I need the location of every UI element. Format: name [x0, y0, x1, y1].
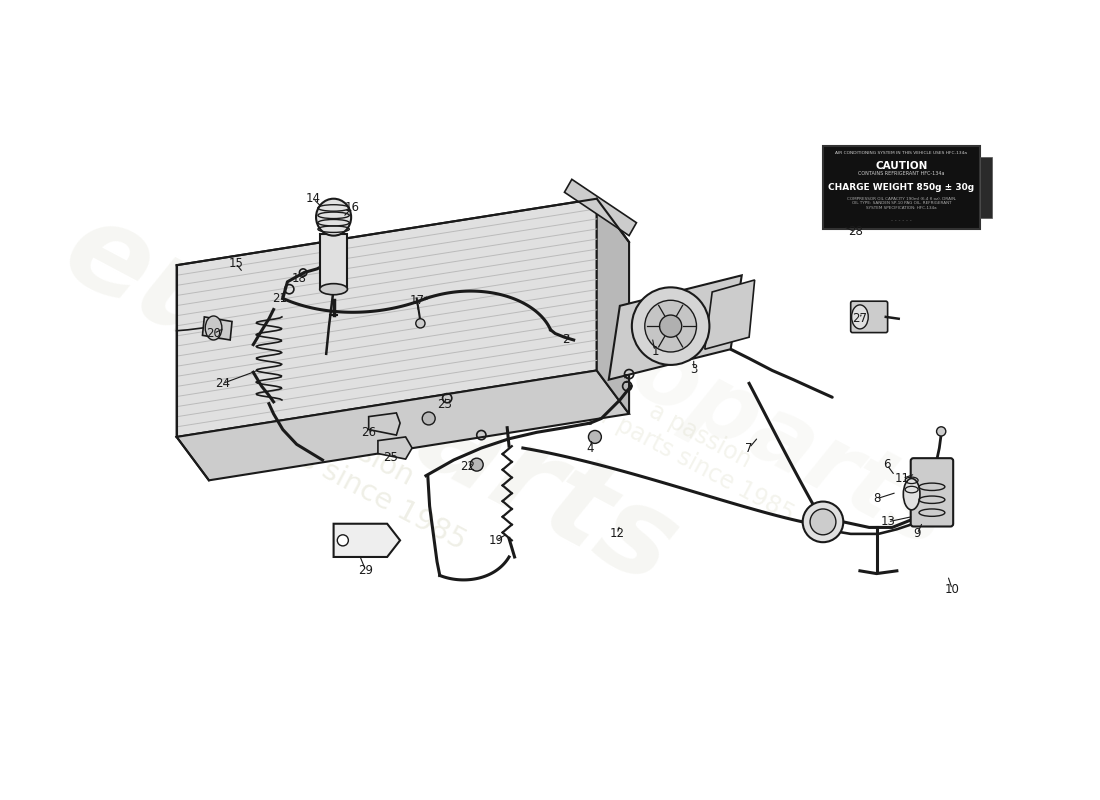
- Text: 21: 21: [273, 292, 287, 305]
- Text: 26: 26: [361, 426, 376, 439]
- Text: 16: 16: [344, 202, 360, 214]
- Ellipse shape: [320, 284, 348, 294]
- FancyBboxPatch shape: [850, 301, 888, 333]
- Text: europarts: europarts: [45, 190, 696, 610]
- Text: 18: 18: [292, 272, 307, 285]
- Text: 19: 19: [488, 534, 504, 547]
- FancyBboxPatch shape: [911, 458, 954, 526]
- Text: 13: 13: [880, 515, 895, 528]
- Text: - - - - - -: - - - - - -: [891, 218, 912, 222]
- Text: 8: 8: [873, 492, 880, 506]
- Ellipse shape: [851, 305, 868, 329]
- Text: 3: 3: [690, 363, 697, 376]
- Polygon shape: [597, 198, 629, 414]
- Text: 25: 25: [384, 450, 398, 464]
- Ellipse shape: [316, 198, 351, 236]
- Circle shape: [631, 287, 710, 365]
- Polygon shape: [608, 275, 741, 380]
- Polygon shape: [705, 280, 755, 350]
- Text: CAUTION: CAUTION: [876, 161, 927, 171]
- Text: 4: 4: [586, 442, 594, 454]
- Circle shape: [803, 502, 844, 542]
- Text: 22: 22: [460, 460, 475, 473]
- Circle shape: [338, 535, 349, 546]
- Circle shape: [936, 426, 946, 436]
- Text: CONTAINS REFRIGERANT HFC-134a: CONTAINS REFRIGERANT HFC-134a: [858, 171, 945, 176]
- Text: 24: 24: [216, 377, 230, 390]
- Text: 7: 7: [746, 442, 752, 454]
- Polygon shape: [177, 198, 597, 437]
- Text: 2: 2: [562, 334, 570, 346]
- Text: CHARGE WEIGHT 850g ± 30g: CHARGE WEIGHT 850g ± 30g: [828, 183, 975, 192]
- Text: COMPRESSOR OIL CAPACITY 190ml (6.4 fl oz). DRAIN,
OIL TYPE: SANDEN SP-10 PAG OIL: COMPRESSOR OIL CAPACITY 190ml (6.4 fl oz…: [847, 197, 956, 210]
- Text: 28: 28: [848, 226, 862, 238]
- Text: 1: 1: [651, 345, 659, 358]
- Polygon shape: [177, 370, 629, 480]
- Ellipse shape: [206, 316, 222, 340]
- Polygon shape: [202, 317, 232, 340]
- Text: 10: 10: [945, 582, 959, 596]
- Polygon shape: [564, 179, 637, 236]
- Text: 29: 29: [359, 564, 373, 578]
- Polygon shape: [333, 524, 400, 557]
- Circle shape: [422, 412, 436, 425]
- Text: a passion
for parts since 1985: a passion for parts since 1985: [199, 365, 486, 555]
- Bar: [823, 146, 980, 229]
- Text: 11: 11: [895, 472, 910, 485]
- Text: 9: 9: [913, 527, 921, 540]
- Text: 20: 20: [206, 327, 221, 340]
- Text: 17: 17: [409, 294, 425, 306]
- Text: 14: 14: [306, 192, 321, 206]
- Circle shape: [588, 430, 602, 443]
- Text: 15: 15: [229, 257, 243, 270]
- Text: a passion
for parts since 1985: a passion for parts since 1985: [576, 370, 811, 526]
- Circle shape: [660, 315, 682, 338]
- Text: 27: 27: [852, 312, 868, 326]
- Text: europarts: europarts: [460, 242, 965, 568]
- Circle shape: [645, 300, 696, 352]
- Text: 5: 5: [621, 373, 629, 386]
- Bar: [980, 157, 992, 218]
- Text: 23: 23: [437, 398, 452, 411]
- Polygon shape: [378, 437, 412, 459]
- Bar: [320, 234, 348, 289]
- Circle shape: [471, 458, 483, 471]
- Circle shape: [810, 509, 836, 535]
- Text: AIR CONDITIONING SYSTEM IN THIS VEHICLE USES HFC-134a: AIR CONDITIONING SYSTEM IN THIS VEHICLE …: [836, 150, 968, 154]
- Text: 12: 12: [609, 527, 625, 540]
- Circle shape: [416, 318, 425, 328]
- Text: 6: 6: [883, 458, 890, 471]
- Ellipse shape: [903, 478, 920, 510]
- Polygon shape: [368, 413, 400, 435]
